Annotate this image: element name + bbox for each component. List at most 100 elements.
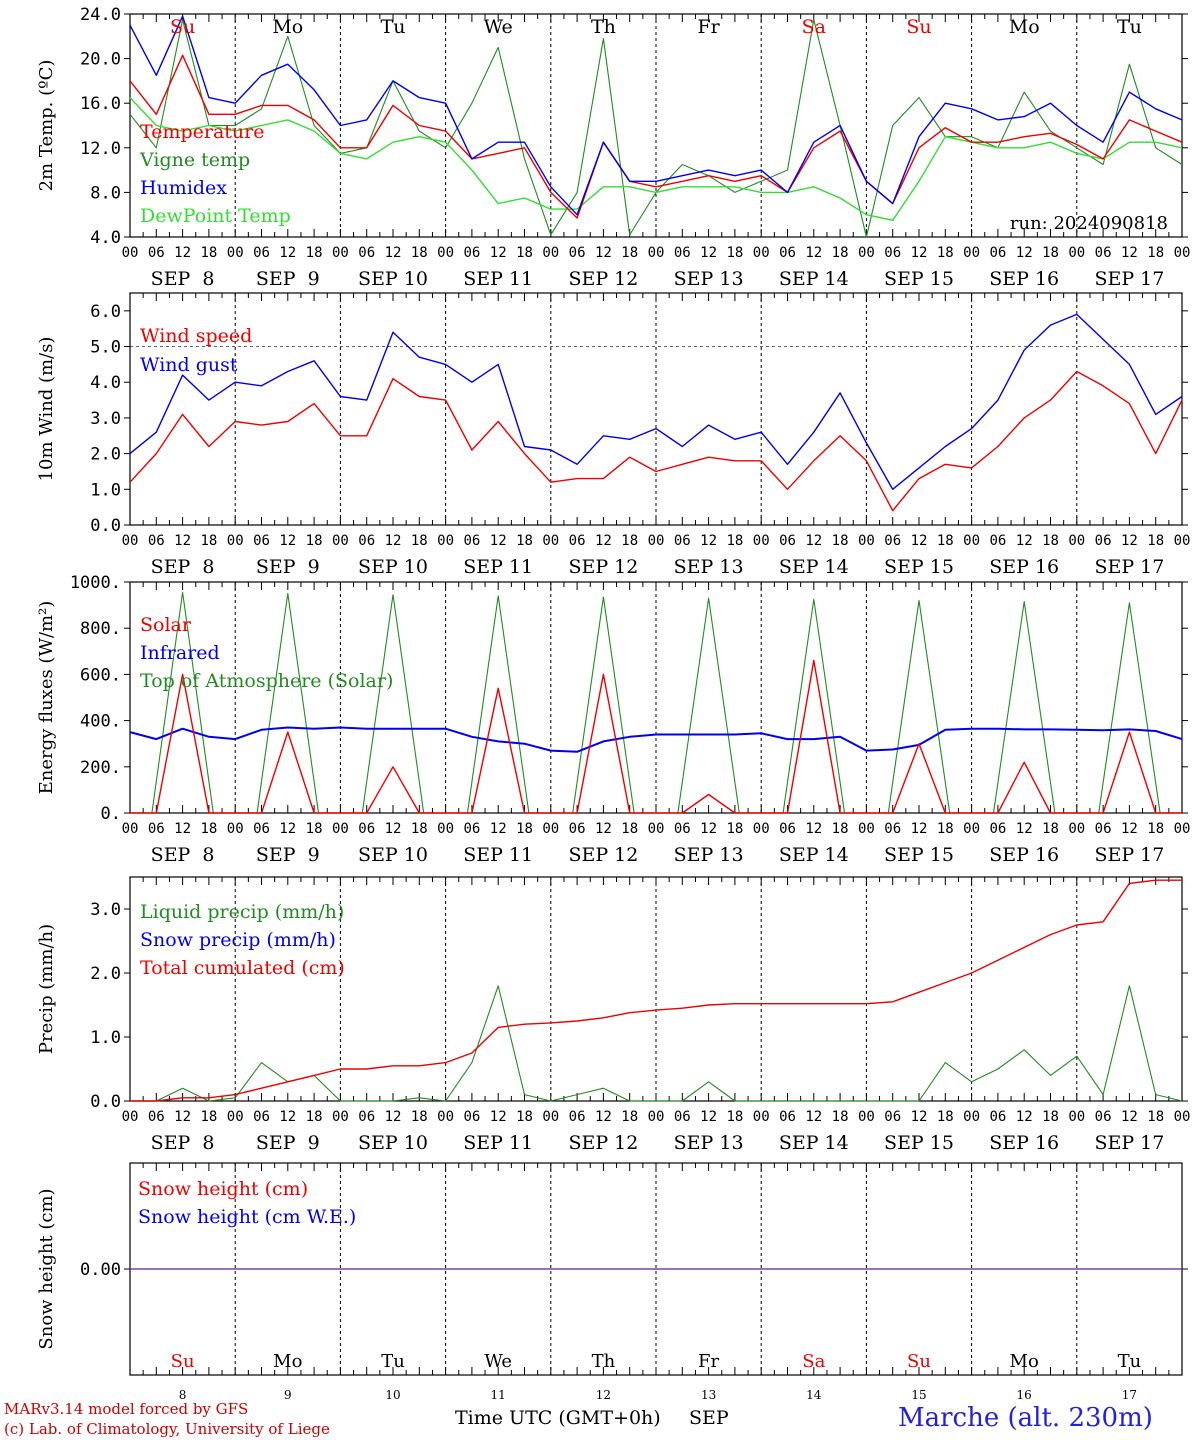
hour-label: 06	[779, 821, 796, 837]
hour-label: 12	[1121, 1109, 1138, 1125]
hour-label: 12	[700, 821, 717, 837]
hour-label: 00	[122, 821, 139, 837]
y-tick-label: 4.0	[90, 373, 121, 393]
y-tick-label: 800.	[80, 619, 121, 639]
hour-label: 06	[358, 533, 375, 549]
date-label: SEP 12	[568, 556, 638, 578]
run-label: run: 2024090818	[1010, 213, 1168, 234]
hour-label: 00	[1174, 533, 1191, 549]
hour-label: 06	[569, 1109, 586, 1125]
legend-entry: Total cumulated (cm)	[140, 957, 345, 979]
hour-label: 12	[1016, 245, 1033, 261]
hour-label: 00	[1068, 533, 1085, 549]
hour-label: 06	[253, 245, 270, 261]
hour-label: 00	[542, 821, 559, 837]
hour-label: 00	[858, 245, 875, 261]
hour-label: 00	[227, 533, 244, 549]
hour-label: 06	[148, 1109, 165, 1125]
date-label: SEP 15	[884, 268, 954, 290]
credit-line-1: MARv3.14 model forced by GFS	[4, 1400, 248, 1418]
y-tick-label: 0.00	[80, 1260, 121, 1280]
date-label: SEP 14	[779, 556, 849, 578]
hour-label: 00	[437, 1109, 454, 1125]
hour-label: 06	[884, 1109, 901, 1125]
hour-label: 18	[516, 245, 533, 261]
hour-label: 18	[306, 1109, 323, 1125]
hour-label: 18	[832, 1109, 849, 1125]
y-tick-label: 1000.	[70, 573, 121, 593]
series-line	[130, 659, 1182, 814]
hour-label: 18	[200, 245, 217, 261]
date-label: SEP 13	[674, 556, 744, 578]
hour-label: 12	[279, 533, 296, 549]
hour-label: 18	[1042, 533, 1059, 549]
hour-label: 00	[542, 1109, 559, 1125]
series-line	[129, 313, 1183, 490]
hour-label: 18	[1042, 821, 1059, 837]
hour-label: 18	[306, 245, 323, 261]
date-label: SEP 11	[463, 1132, 533, 1154]
hour-label: 06	[884, 533, 901, 549]
weekday-label: We	[484, 1351, 512, 1372]
hour-label: 00	[858, 1109, 875, 1125]
hour-label: 06	[989, 1109, 1006, 1125]
legend-entry: DewPoint Temp	[140, 205, 291, 227]
series-line	[129, 726, 1183, 753]
hour-label: 06	[674, 821, 691, 837]
hour-label: 12	[1121, 821, 1138, 837]
day-number-label: 15	[911, 1388, 926, 1402]
date-label: SEP 8	[151, 844, 215, 866]
day-number-label: 8	[179, 1388, 187, 1402]
hour-label: 18	[516, 821, 533, 837]
date-label: SEP 12	[568, 844, 638, 866]
date-label: SEP 12	[568, 1132, 638, 1154]
hour-label: 12	[595, 245, 612, 261]
y-tick-label: 5.0	[90, 338, 121, 358]
y-tick-label: 0.	[101, 804, 121, 824]
credit-line-2: (c) Lab. of Climatology, University of L…	[4, 1420, 330, 1438]
hour-label: 06	[253, 533, 270, 549]
date-label: SEP 14	[779, 268, 849, 290]
hour-label: 06	[989, 821, 1006, 837]
hour-label: 06	[358, 1109, 375, 1125]
hour-label: 12	[911, 821, 928, 837]
date-label: SEP 11	[463, 268, 533, 290]
weekday-label: Su	[170, 16, 195, 38]
hour-label: 18	[411, 821, 428, 837]
hour-label: 18	[937, 821, 954, 837]
date-label: SEP 17	[1094, 268, 1164, 290]
hour-label: 00	[753, 533, 770, 549]
hour-label: 18	[621, 245, 638, 261]
precip-panel: 3.0 2.0 1.0 0.0 Precip (mm/h) Liquid precip (…	[36, 876, 1190, 1154]
y-tick-label: 16.0	[80, 94, 121, 114]
legend-entry: Snow height (cm W.E.)	[138, 1206, 356, 1228]
hour-label: 06	[358, 821, 375, 837]
hour-label: 12	[490, 821, 507, 837]
y-tick-label: 8.0	[90, 183, 121, 203]
energy-panel: 1000. 800. 600. 400. 200. 0. Energy fluxes (W/…	[36, 573, 1190, 866]
y-tick-label: 6.0	[90, 302, 121, 322]
y-tick-label: 3.0	[90, 409, 121, 429]
hour-label: 06	[884, 245, 901, 261]
hour-label: 00	[122, 533, 139, 549]
hour-label: 12	[385, 533, 402, 549]
hour-label: 00	[963, 821, 980, 837]
hour-label: 18	[832, 245, 849, 261]
hour-label: 00	[1174, 821, 1191, 837]
hour-label: 06	[569, 245, 586, 261]
hour-label: 00	[1068, 821, 1085, 837]
hour-label: 12	[595, 821, 612, 837]
hour-label: 00	[648, 1109, 665, 1125]
hour-label: 06	[779, 245, 796, 261]
date-label: SEP 16	[989, 844, 1059, 866]
weekday-label: Mo	[1009, 16, 1040, 38]
date-label: SEP 17	[1094, 1132, 1164, 1154]
hour-label: 12	[595, 533, 612, 549]
y-tick-label: 600.	[80, 665, 121, 685]
hour-label: 00	[227, 1109, 244, 1125]
hour-label: 06	[148, 821, 165, 837]
hour-label: 00	[648, 533, 665, 549]
hour-label: 18	[937, 533, 954, 549]
hour-label: 12	[174, 821, 191, 837]
hour-label: 12	[490, 533, 507, 549]
